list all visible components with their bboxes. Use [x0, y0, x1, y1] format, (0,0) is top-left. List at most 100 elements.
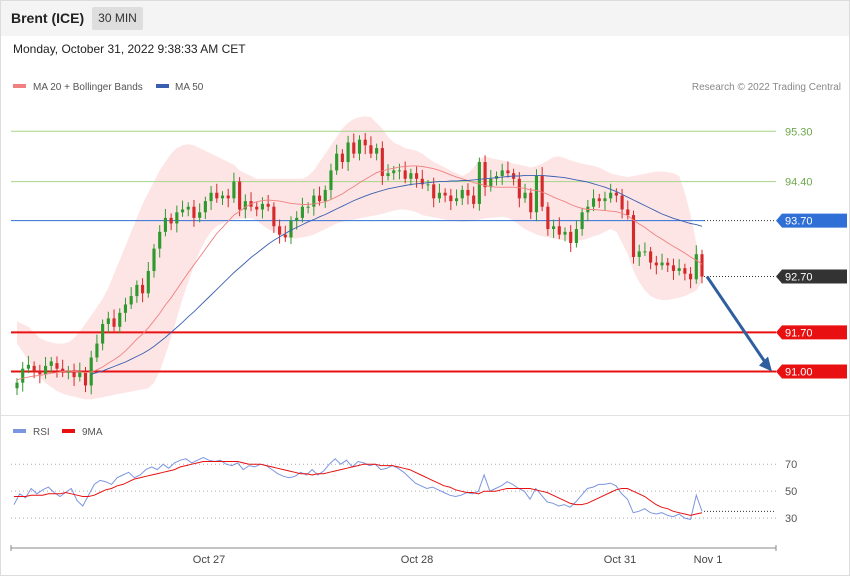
candle-body	[392, 170, 396, 174]
candle-body	[580, 212, 584, 230]
candle-body	[32, 365, 36, 372]
candle-body	[289, 220, 293, 238]
candle-body	[386, 173, 390, 176]
candle-body	[15, 382, 19, 389]
x-label-oct27: Oct 27	[193, 554, 225, 566]
candle-body	[569, 231, 573, 244]
level-label-91.00: 91.00	[785, 366, 813, 378]
ma20-line	[16, 165, 703, 381]
candle-body	[357, 139, 362, 154]
candle-body	[363, 139, 367, 146]
candle-body	[215, 192, 219, 199]
rsi-ma-legend-swatch	[62, 429, 75, 433]
candle-body	[420, 178, 424, 185]
candle-body	[449, 195, 453, 202]
candle-body	[55, 363, 59, 369]
level-tag-91.00	[776, 364, 847, 379]
candle-body	[209, 192, 213, 202]
rsi-tick-30: 30	[785, 513, 797, 525]
candle-body	[403, 170, 407, 179]
level-label-92.70: 92.70	[785, 272, 813, 284]
candle-body	[671, 265, 676, 271]
candle-body	[158, 231, 162, 249]
candle-body	[409, 173, 413, 179]
candle-body	[574, 229, 578, 244]
rsi-line	[13, 456, 703, 520]
candle-body	[300, 206, 304, 218]
candle-body	[352, 142, 356, 154]
candle-body	[163, 217, 167, 232]
candle-body	[135, 284, 139, 297]
candle-body	[437, 192, 441, 199]
candle-body	[375, 148, 379, 154]
candle-body	[21, 368, 25, 383]
candle-body	[443, 192, 447, 196]
candle-body	[597, 198, 601, 202]
candle-body	[563, 231, 567, 235]
rsi-legend-label: RSI	[33, 427, 50, 438]
candle-body	[335, 153, 339, 171]
candle-body	[603, 198, 607, 202]
candle-body	[317, 195, 322, 202]
projection-arrow-head	[759, 356, 772, 372]
candle-body	[523, 192, 527, 199]
candle-body	[112, 318, 116, 327]
candle-body	[500, 170, 504, 176]
candle-body	[232, 181, 236, 199]
candle-body	[283, 234, 287, 238]
level-tag-93.70	[776, 213, 847, 228]
candle-body	[477, 162, 481, 204]
level-tag-92.70	[776, 269, 847, 284]
credit-label: Research © 2022 Trading Central	[692, 82, 841, 93]
candle-body	[192, 206, 196, 218]
candle-body	[454, 198, 459, 202]
candle-body	[614, 192, 618, 196]
candle-body	[180, 209, 185, 213]
candle-body	[483, 162, 487, 188]
ma20-legend-swatch	[13, 84, 26, 88]
candle-body	[626, 209, 630, 216]
candle-body	[323, 189, 327, 202]
x-label-nov1: Nov 1	[694, 554, 723, 566]
candle-body	[272, 206, 276, 227]
candle-body	[517, 178, 521, 199]
candle-body	[654, 262, 658, 266]
candle-body	[506, 170, 510, 174]
candle-body	[637, 251, 641, 257]
candle-body	[312, 195, 316, 207]
ma50-line	[91, 174, 703, 375]
candle-body	[306, 206, 310, 208]
candle-body	[198, 212, 202, 218]
rsi-tick-50: 50	[785, 486, 797, 498]
candle-body	[95, 343, 99, 358]
candle-body	[426, 184, 430, 186]
candle-body	[38, 371, 42, 375]
candle-body	[169, 217, 173, 224]
candle-body	[552, 226, 556, 230]
candle-body	[26, 364, 30, 369]
candle-body	[397, 170, 402, 172]
candle-body	[540, 175, 544, 207]
level-tag-91.70	[776, 325, 847, 340]
candle-body	[141, 284, 145, 294]
candle-body	[66, 370, 70, 373]
level-label-94.40: 94.40	[785, 177, 813, 189]
bollinger-band	[17, 116, 702, 400]
candle-body	[369, 145, 373, 154]
candle-body	[694, 254, 698, 280]
candle-body	[460, 189, 464, 199]
candle-body	[266, 203, 270, 207]
candle-body	[689, 273, 693, 280]
candle-body	[101, 324, 105, 344]
candle-body	[546, 206, 550, 230]
candle-body	[146, 270, 150, 294]
candle-body	[591, 198, 596, 207]
candle-body	[340, 153, 344, 163]
candle-body	[83, 371, 88, 386]
candle-body	[129, 296, 133, 305]
timeframe-badge[interactable]: 30 MIN	[92, 7, 143, 30]
candle-body	[649, 251, 653, 263]
candle-body	[643, 251, 647, 253]
candle-body	[466, 189, 470, 196]
